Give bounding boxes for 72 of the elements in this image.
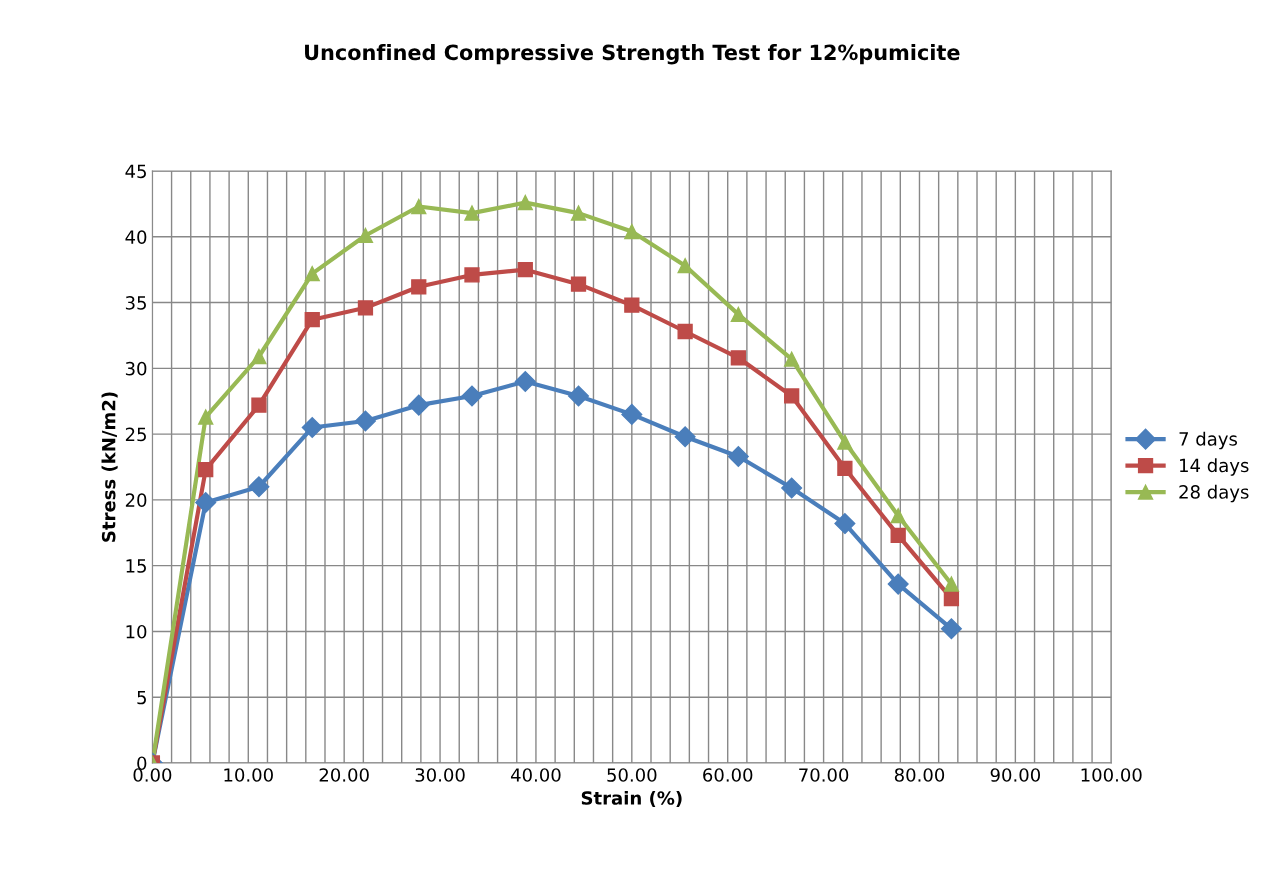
y-tick-label: 30 (125, 361, 147, 376)
point (195, 492, 217, 514)
x-tick-label: 90.00 (990, 768, 1041, 782)
point (251, 397, 267, 413)
point (198, 409, 214, 425)
point (517, 262, 533, 278)
point (198, 461, 214, 478)
y-tick-label: 35 (125, 296, 146, 310)
y-tick-label: 25 (125, 427, 146, 442)
point (943, 590, 960, 607)
x-tick-label: 0.00 (133, 768, 172, 782)
y-tick-label: 40 (125, 230, 147, 244)
point (784, 351, 800, 367)
point (304, 265, 320, 282)
legend-label: 7 days (1179, 431, 1238, 450)
point (621, 403, 643, 425)
point (940, 618, 962, 640)
point (624, 223, 640, 240)
point (464, 267, 480, 283)
y-tick-label: 5 (137, 690, 146, 705)
x-tick-label: 80.00 (894, 768, 945, 782)
point (730, 306, 746, 323)
legend-label: 14 days (1180, 458, 1249, 476)
x-tick-label: 10.00 (224, 768, 273, 782)
point (461, 385, 483, 407)
point (411, 198, 427, 215)
x-tick-label: 100.00 (1081, 768, 1142, 782)
point (517, 194, 533, 211)
point (727, 445, 749, 467)
point (514, 370, 536, 393)
y-tick-label: 10 (126, 624, 147, 639)
point (304, 312, 320, 328)
point (730, 350, 746, 366)
point (890, 508, 906, 524)
x-tick-label: 40.00 (510, 768, 561, 782)
point (408, 394, 430, 416)
x-axis-title: Strain (%) (581, 790, 682, 807)
point (677, 323, 693, 340)
point (248, 476, 270, 498)
point (570, 205, 587, 221)
y-axis-title: Stress (kN/m2) (101, 392, 118, 542)
point (677, 258, 693, 274)
y-tick-label: 15 (126, 559, 146, 573)
point (887, 573, 909, 595)
point (837, 460, 853, 476)
y-tick-label: 20 (125, 493, 147, 508)
point (943, 576, 960, 592)
x-tick-label: 50.00 (607, 768, 657, 782)
y-tick-label: 45 (125, 164, 146, 179)
x-tick-label: 20.00 (319, 768, 369, 782)
chart-title: Unconfined Compressive Strength Test for 12%pumicite (305, 44, 960, 65)
point (354, 410, 376, 432)
point (357, 227, 374, 244)
x-tick-label: 30.00 (415, 768, 465, 782)
legend-label: 28 days (1179, 484, 1249, 503)
point (357, 300, 374, 316)
x-tick-label: 70.00 (799, 768, 849, 782)
point (784, 388, 800, 404)
point (567, 385, 590, 407)
y-tick-label: 0 (137, 756, 147, 771)
point (251, 348, 267, 365)
point (834, 513, 856, 535)
point (301, 417, 323, 439)
point (464, 205, 480, 221)
point (890, 527, 906, 544)
point (570, 276, 587, 292)
x-tick-label: 60.00 (703, 768, 753, 782)
point (411, 279, 427, 295)
point (837, 434, 853, 450)
point (674, 426, 696, 448)
point (624, 297, 640, 313)
point (781, 477, 803, 499)
